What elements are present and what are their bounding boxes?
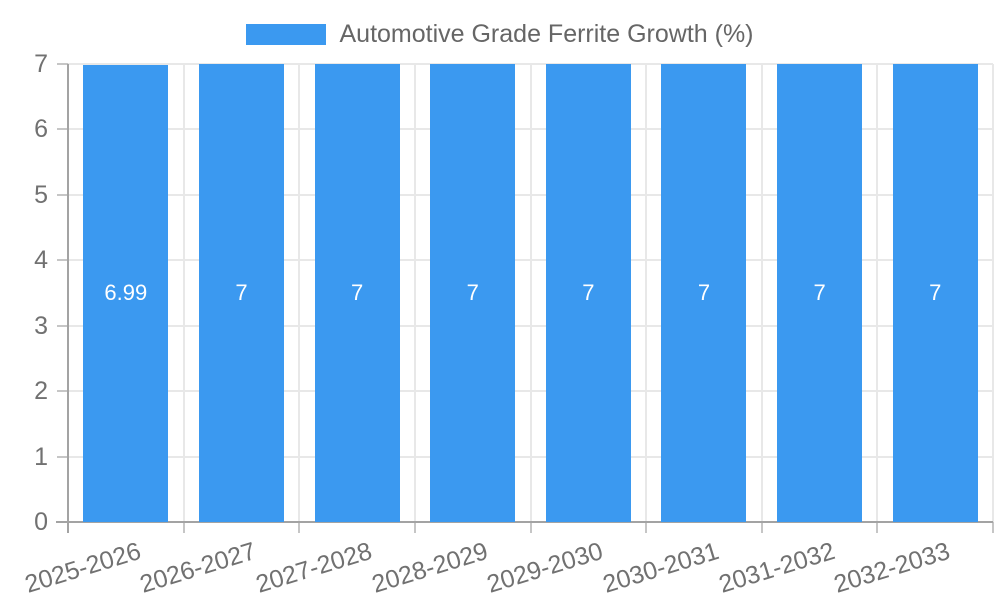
x-tick-mark xyxy=(529,522,532,533)
y-axis-tick-label: 7 xyxy=(34,50,48,78)
bar-value-label: 7 xyxy=(813,280,826,305)
bar[interactable] xyxy=(83,64,169,522)
gridline-vertical xyxy=(876,64,879,522)
gridline-vertical xyxy=(992,64,994,522)
bar[interactable] xyxy=(314,64,400,522)
x-tick-mark xyxy=(876,522,879,533)
gridline-vertical xyxy=(529,64,532,522)
y-tick-mark xyxy=(57,128,68,131)
x-tick-mark xyxy=(760,522,763,533)
bar[interactable] xyxy=(430,64,516,522)
bar-value-label: 7 xyxy=(929,280,942,305)
x-tick-mark xyxy=(67,522,69,533)
bar[interactable] xyxy=(198,64,284,522)
gridline-vertical xyxy=(413,64,416,522)
legend-swatch xyxy=(246,24,327,45)
x-tick-mark xyxy=(992,522,994,533)
y-axis-tick-label: 6 xyxy=(34,115,48,144)
gridline-vertical xyxy=(298,64,301,522)
bar-value-label: 7 xyxy=(350,280,364,305)
gridline-vertical xyxy=(645,64,648,522)
y-axis-tick-label: 3 xyxy=(34,311,48,340)
bar[interactable] xyxy=(777,64,863,522)
y-axis-tick-label: 4 xyxy=(34,246,48,275)
legend-label: Automotive Grade Ferrite Growth (%) xyxy=(339,20,754,48)
x-tick-mark xyxy=(298,522,301,533)
y-tick-mark xyxy=(57,259,68,262)
bar-value-label: 7 xyxy=(697,280,711,305)
y-tick-mark xyxy=(57,324,68,327)
y-tick-mark xyxy=(57,390,68,393)
gridline-vertical xyxy=(182,64,185,522)
legend[interactable]: Automotive Grade Ferrite Growth (%) xyxy=(0,20,1000,49)
bar[interactable] xyxy=(892,64,978,522)
bar[interactable] xyxy=(661,64,747,522)
y-axis-tick-label: 1 xyxy=(34,442,48,471)
bar[interactable] xyxy=(545,64,631,522)
x-axis-line xyxy=(56,521,993,523)
x-tick-mark xyxy=(645,522,648,533)
bar-value-label: 7 xyxy=(235,280,248,305)
y-tick-mark xyxy=(57,193,68,196)
y-tick-mark xyxy=(57,455,68,458)
y-axis-tick-label: 2 xyxy=(34,377,48,406)
x-tick-mark xyxy=(182,522,185,533)
y-axis-tick-label: 5 xyxy=(34,180,48,209)
y-axis-tick-label: 0 xyxy=(34,508,48,536)
bar-value-label: 7 xyxy=(466,280,479,305)
bar-value-label: 6.99 xyxy=(104,280,148,306)
gridline-vertical xyxy=(760,64,763,522)
x-tick-mark xyxy=(413,522,416,533)
y-tick-mark xyxy=(57,63,68,65)
y-axis-line xyxy=(67,64,69,522)
bar-value-label: 7 xyxy=(582,280,595,305)
